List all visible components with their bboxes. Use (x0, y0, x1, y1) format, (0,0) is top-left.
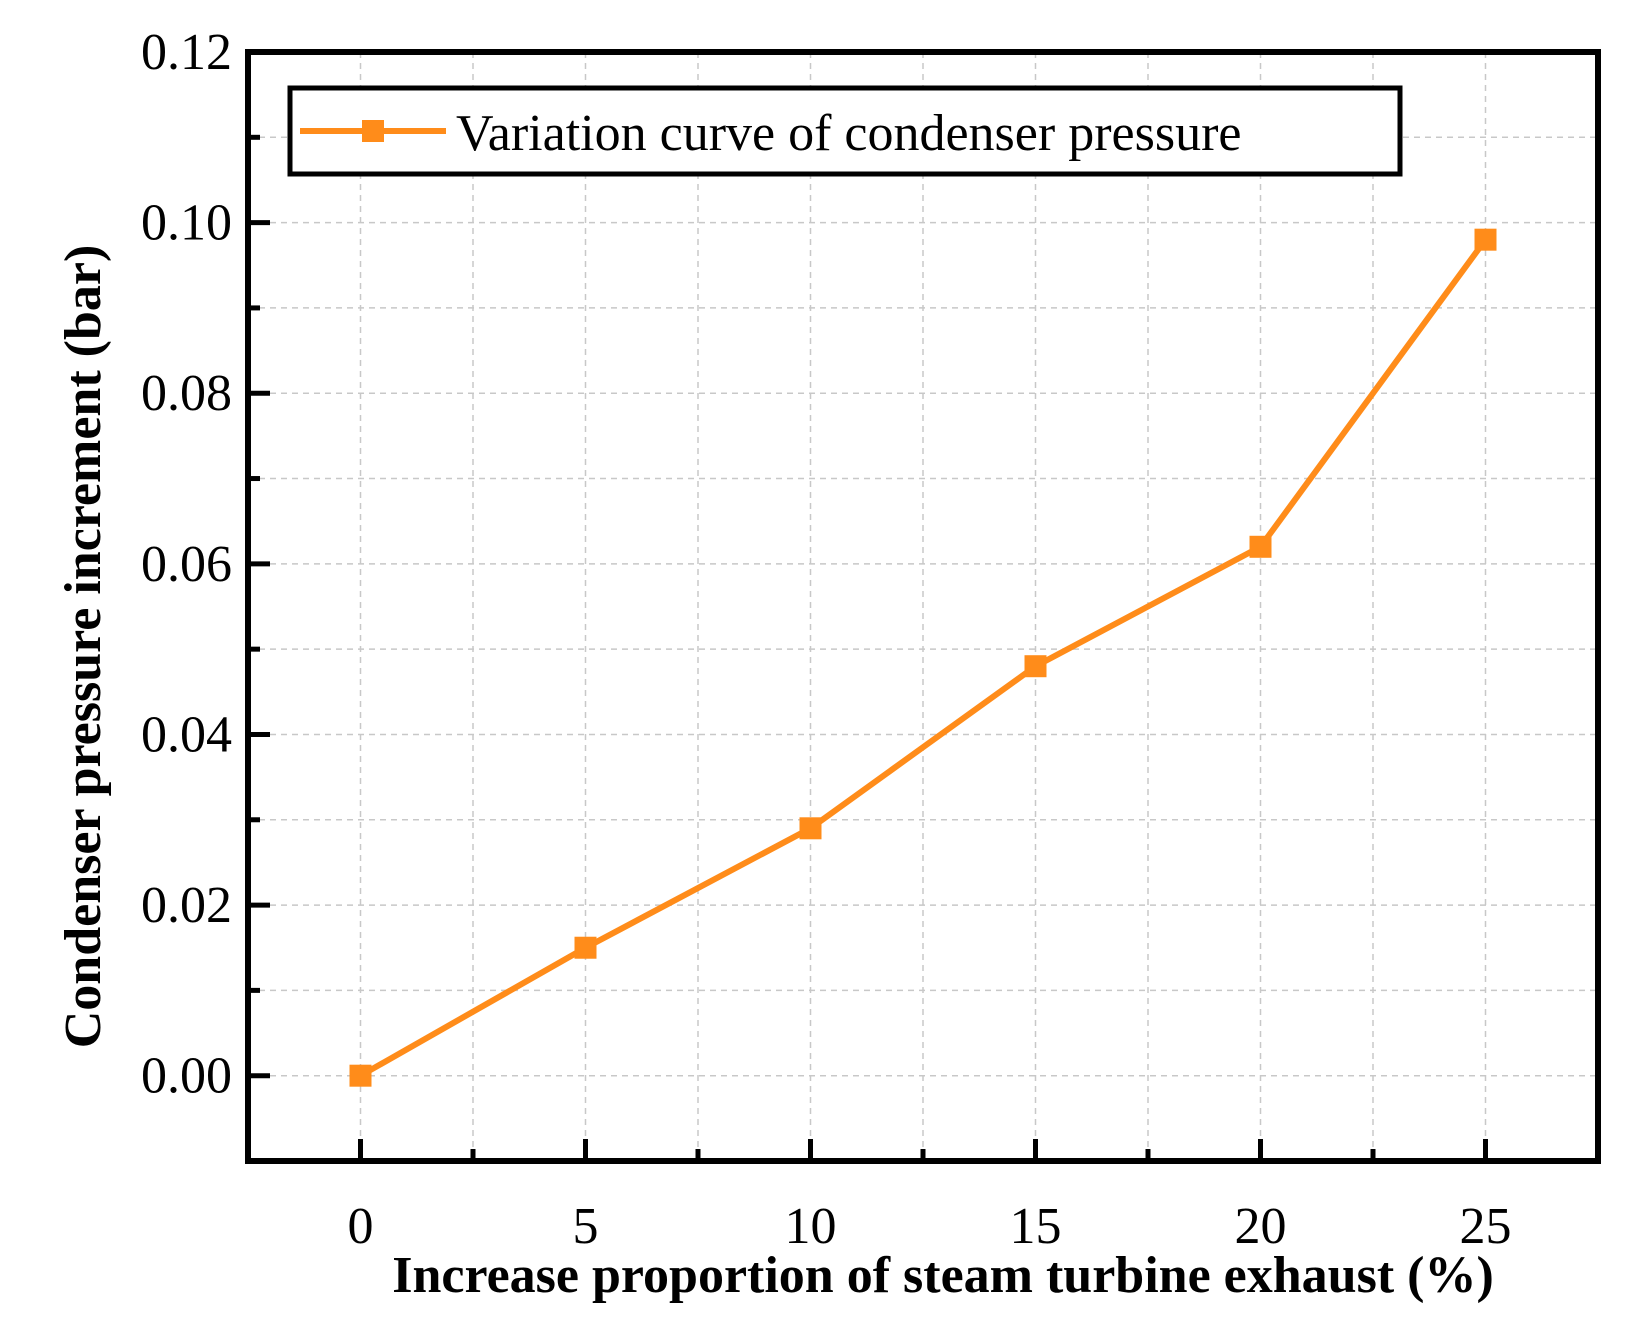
series-line (359, 237, 1488, 1079)
y-tick-label: 0.10 (141, 195, 232, 252)
legend-marker-sample (362, 120, 384, 142)
axis-ticks: 0 5 10 15 20 25 0.00 0.02 0.04 0.06 0.08 0.10 0.12 (141, 24, 1512, 1255)
y-tick-label: 0.00 (141, 1048, 232, 1105)
legend-label: Variation curve of condenser pressure (456, 105, 1241, 162)
x-tick-label: 25 (1460, 1198, 1512, 1255)
x-tick-label: 5 (573, 1198, 599, 1255)
y-tick-label: 0.06 (141, 536, 232, 593)
data-point-marker (1474, 228, 1497, 251)
data-point-marker (349, 1064, 372, 1087)
x-tick-label: 15 (1010, 1198, 1062, 1255)
x-axis-title: Increase proportion of steam turbine exh… (392, 1247, 1494, 1304)
data-point-marker (799, 817, 822, 840)
y-tick-label: 0.02 (141, 877, 232, 934)
x-tick-label: 10 (785, 1198, 837, 1255)
data-point-marker (1249, 535, 1272, 558)
x-tick-label: 0 (348, 1198, 374, 1255)
y-tick-label: 0.04 (141, 706, 232, 763)
legend: Variation curve of condenser pressure (287, 85, 1403, 177)
grid (248, 52, 1598, 1161)
y-tick-label: 0.12 (141, 24, 232, 81)
series-layer (349, 228, 1497, 1087)
y-tick-label: 0.08 (141, 365, 232, 422)
y-axis-title: Condenser pressure increment (bar) (55, 245, 112, 1049)
data-point-marker (574, 936, 597, 959)
data-point-marker (1024, 655, 1047, 678)
x-tick-label: 20 (1235, 1198, 1287, 1255)
legend-box (287, 85, 1403, 177)
